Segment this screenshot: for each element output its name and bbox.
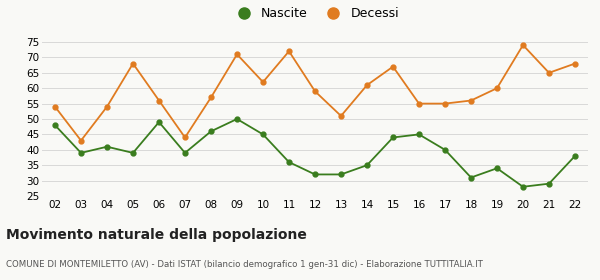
Decessi <box>442 102 449 105</box>
Decessi <box>493 87 500 90</box>
Nascite <box>364 164 371 167</box>
Nascite <box>286 160 293 164</box>
Nascite <box>130 151 137 155</box>
Decessi <box>520 43 527 47</box>
Nascite <box>571 154 578 158</box>
Nascite <box>52 123 59 127</box>
Nascite <box>259 133 266 136</box>
Nascite <box>545 182 553 185</box>
Nascite <box>467 176 475 179</box>
Decessi <box>415 102 422 105</box>
Decessi <box>52 105 59 108</box>
Nascite <box>493 167 500 170</box>
Legend: Nascite, Decessi: Nascite, Decessi <box>226 2 404 25</box>
Nascite <box>155 120 163 124</box>
Nascite <box>311 173 319 176</box>
Decessi <box>571 62 578 65</box>
Nascite <box>337 173 344 176</box>
Decessi <box>181 136 188 139</box>
Text: Movimento naturale della popolazione: Movimento naturale della popolazione <box>6 228 307 242</box>
Nascite <box>77 151 85 155</box>
Decessi <box>155 99 163 102</box>
Decessi <box>130 62 137 65</box>
Decessi <box>103 105 110 108</box>
Line: Nascite: Nascite <box>53 116 577 189</box>
Nascite <box>103 145 110 148</box>
Decessi <box>389 65 397 68</box>
Nascite <box>233 117 241 121</box>
Nascite <box>442 148 449 151</box>
Nascite <box>181 151 188 155</box>
Nascite <box>415 133 422 136</box>
Decessi <box>77 139 85 142</box>
Decessi <box>259 80 266 84</box>
Nascite <box>208 130 215 133</box>
Decessi <box>364 83 371 87</box>
Decessi <box>545 71 553 74</box>
Decessi <box>208 96 215 99</box>
Decessi <box>337 114 344 118</box>
Text: COMUNE DI MONTEMILETTO (AV) - Dati ISTAT (bilancio demografico 1 gen-31 dic) - E: COMUNE DI MONTEMILETTO (AV) - Dati ISTAT… <box>6 260 483 269</box>
Decessi <box>467 99 475 102</box>
Nascite <box>520 185 527 188</box>
Decessi <box>233 53 241 56</box>
Decessi <box>286 50 293 53</box>
Nascite <box>389 136 397 139</box>
Decessi <box>311 90 319 93</box>
Line: Decessi: Decessi <box>53 43 577 143</box>
